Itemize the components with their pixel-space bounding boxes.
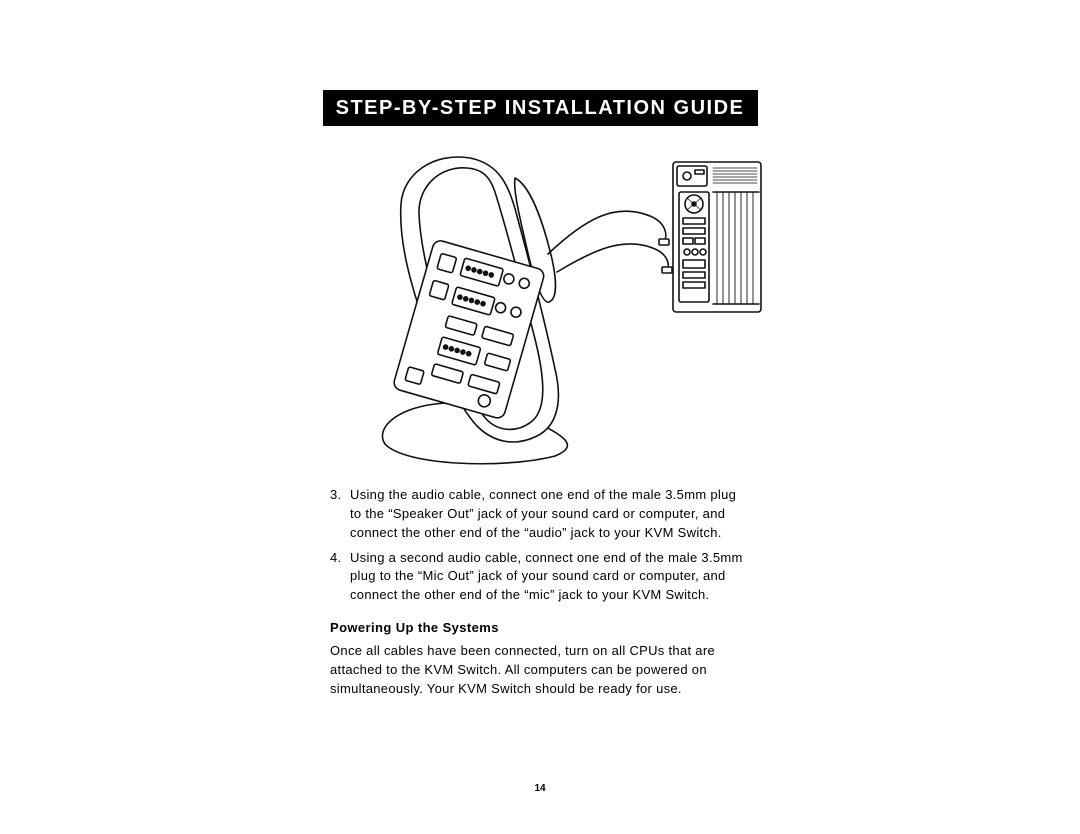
document-page: STEP-BY-STEP INSTALLATION GUIDE — [0, 0, 1080, 834]
installation-diagram — [305, 144, 775, 474]
page-number: 14 — [0, 783, 1080, 794]
content-body: 3. Using the audio cable, connect one en… — [330, 486, 750, 698]
subsection-body: Once all cables have been connected, tur… — [330, 642, 750, 699]
step-item: 4. Using a second audio cable, connect o… — [330, 549, 750, 606]
step-item: 3. Using the audio cable, connect one en… — [330, 486, 750, 543]
step-text: Using a second audio cable, connect one … — [350, 549, 750, 606]
section-header: STEP-BY-STEP INSTALLATION GUIDE — [323, 90, 758, 126]
section-header-title: STEP-BY-STEP INSTALLATION GUIDE — [336, 97, 745, 119]
step-number: 3. — [330, 486, 350, 543]
step-number: 4. — [330, 549, 350, 606]
step-text: Using the audio cable, connect one end o… — [350, 486, 750, 543]
subsection-heading: Powering Up the Systems — [330, 619, 750, 638]
